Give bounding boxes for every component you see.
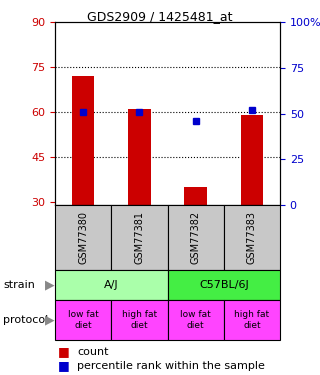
Text: percentile rank within the sample: percentile rank within the sample xyxy=(77,361,265,371)
Bar xyxy=(72,76,94,205)
Text: protocol: protocol xyxy=(3,315,48,325)
Text: ▶: ▶ xyxy=(45,279,54,291)
Text: ■: ■ xyxy=(58,360,70,372)
Text: strain: strain xyxy=(3,280,35,290)
Text: GSM77381: GSM77381 xyxy=(134,211,144,264)
Text: high fat
diet: high fat diet xyxy=(234,310,269,330)
Text: C57BL/6J: C57BL/6J xyxy=(199,280,249,290)
Text: high fat
diet: high fat diet xyxy=(122,310,157,330)
Bar xyxy=(167,205,224,270)
Text: GSM77382: GSM77382 xyxy=(191,211,201,264)
Bar xyxy=(224,300,280,340)
Bar xyxy=(184,187,207,205)
Text: low fat
diet: low fat diet xyxy=(180,310,211,330)
Text: low fat
diet: low fat diet xyxy=(68,310,99,330)
Text: ▶: ▶ xyxy=(45,314,54,327)
Bar xyxy=(55,205,111,270)
Bar xyxy=(167,300,224,340)
Text: ■: ■ xyxy=(58,345,70,358)
Text: GSM77383: GSM77383 xyxy=(247,211,257,264)
Text: GDS2909 / 1425481_at: GDS2909 / 1425481_at xyxy=(87,10,233,23)
Bar xyxy=(55,270,167,300)
Bar xyxy=(111,205,167,270)
Bar xyxy=(128,109,151,205)
Bar xyxy=(111,300,167,340)
Bar xyxy=(224,205,280,270)
Bar xyxy=(241,115,263,205)
Bar xyxy=(55,300,111,340)
Text: A/J: A/J xyxy=(104,280,119,290)
Bar xyxy=(167,270,280,300)
Text: count: count xyxy=(77,347,109,357)
Text: GSM77380: GSM77380 xyxy=(78,211,88,264)
